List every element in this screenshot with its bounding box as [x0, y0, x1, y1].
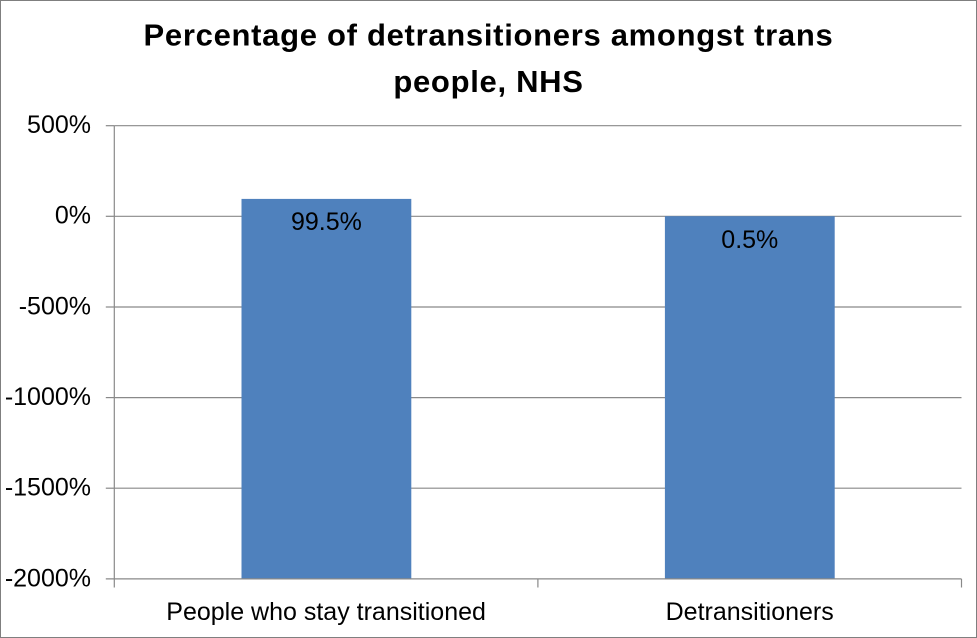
svg-text:People who stay transitioned: People who stay transitioned: [166, 598, 486, 626]
svg-text:99.5%: 99.5%: [291, 208, 362, 236]
svg-text:Detransitioners: Detransitioners: [666, 598, 834, 626]
svg-text:-500%: -500%: [19, 292, 91, 320]
svg-text:500%: 500%: [27, 111, 91, 139]
svg-text:0%: 0%: [55, 202, 91, 230]
svg-text:-1000%: -1000%: [5, 383, 91, 411]
svg-text:0.5%: 0.5%: [721, 226, 778, 254]
svg-text:-1500%: -1500%: [5, 474, 91, 502]
svg-text:Percentage of detransitioners: Percentage of detransitioners amongst tr…: [144, 18, 834, 53]
svg-text:-2000%: -2000%: [5, 564, 91, 592]
svg-text:people, NHS: people, NHS: [393, 64, 583, 99]
